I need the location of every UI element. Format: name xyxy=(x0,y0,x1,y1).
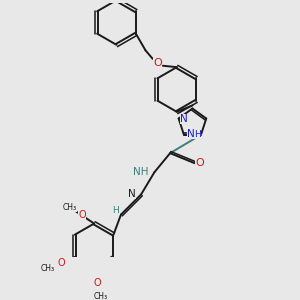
Text: CH₃: CH₃ xyxy=(41,264,55,273)
Text: CH₃: CH₃ xyxy=(63,203,77,212)
Text: O: O xyxy=(78,210,86,220)
Text: CH₃: CH₃ xyxy=(94,292,108,300)
Text: H: H xyxy=(112,206,119,214)
Text: O: O xyxy=(153,58,162,68)
Text: N: N xyxy=(180,113,188,124)
Text: O: O xyxy=(195,158,204,168)
Text: NH: NH xyxy=(133,167,148,177)
Text: H: H xyxy=(194,130,201,139)
Text: N: N xyxy=(128,190,136,200)
Text: N: N xyxy=(187,129,195,139)
Text: O: O xyxy=(94,278,101,287)
Text: O: O xyxy=(57,258,65,268)
